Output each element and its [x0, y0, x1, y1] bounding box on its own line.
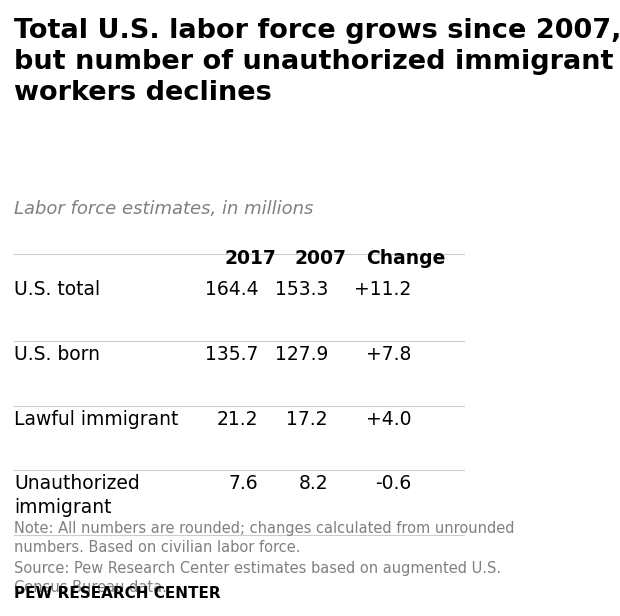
Text: +11.2: +11.2 — [355, 280, 412, 299]
Text: Unauthorized
immigrant: Unauthorized immigrant — [14, 474, 140, 517]
Text: Change: Change — [366, 249, 446, 269]
Text: Total U.S. labor force grows since 2007,
but number of unauthorized immigrant
wo: Total U.S. labor force grows since 2007,… — [14, 18, 620, 107]
Text: -0.6: -0.6 — [376, 474, 412, 493]
Text: U.S. total: U.S. total — [14, 280, 100, 299]
Text: Lawful immigrant: Lawful immigrant — [14, 410, 179, 429]
Text: PEW RESEARCH CENTER: PEW RESEARCH CENTER — [14, 586, 221, 601]
Text: 127.9: 127.9 — [275, 345, 328, 364]
Text: 8.2: 8.2 — [298, 474, 328, 493]
Text: 164.4: 164.4 — [205, 280, 259, 299]
Text: 17.2: 17.2 — [286, 410, 328, 429]
Text: +7.8: +7.8 — [366, 345, 412, 364]
Text: +4.0: +4.0 — [366, 410, 412, 429]
Text: Source: Pew Research Center estimates based on augmented U.S.
Census Bureau data: Source: Pew Research Center estimates ba… — [14, 561, 502, 595]
Text: 153.3: 153.3 — [275, 280, 328, 299]
Text: 135.7: 135.7 — [205, 345, 259, 364]
Text: U.S. born: U.S. born — [14, 345, 100, 364]
Text: 21.2: 21.2 — [217, 410, 259, 429]
Text: 7.6: 7.6 — [229, 474, 259, 493]
Text: 2007: 2007 — [294, 249, 347, 269]
Text: Labor force estimates, in millions: Labor force estimates, in millions — [14, 200, 314, 218]
Text: Note: All numbers are rounded; changes calculated from unrounded
numbers. Based : Note: All numbers are rounded; changes c… — [14, 521, 515, 555]
Text: 2017: 2017 — [225, 249, 277, 269]
